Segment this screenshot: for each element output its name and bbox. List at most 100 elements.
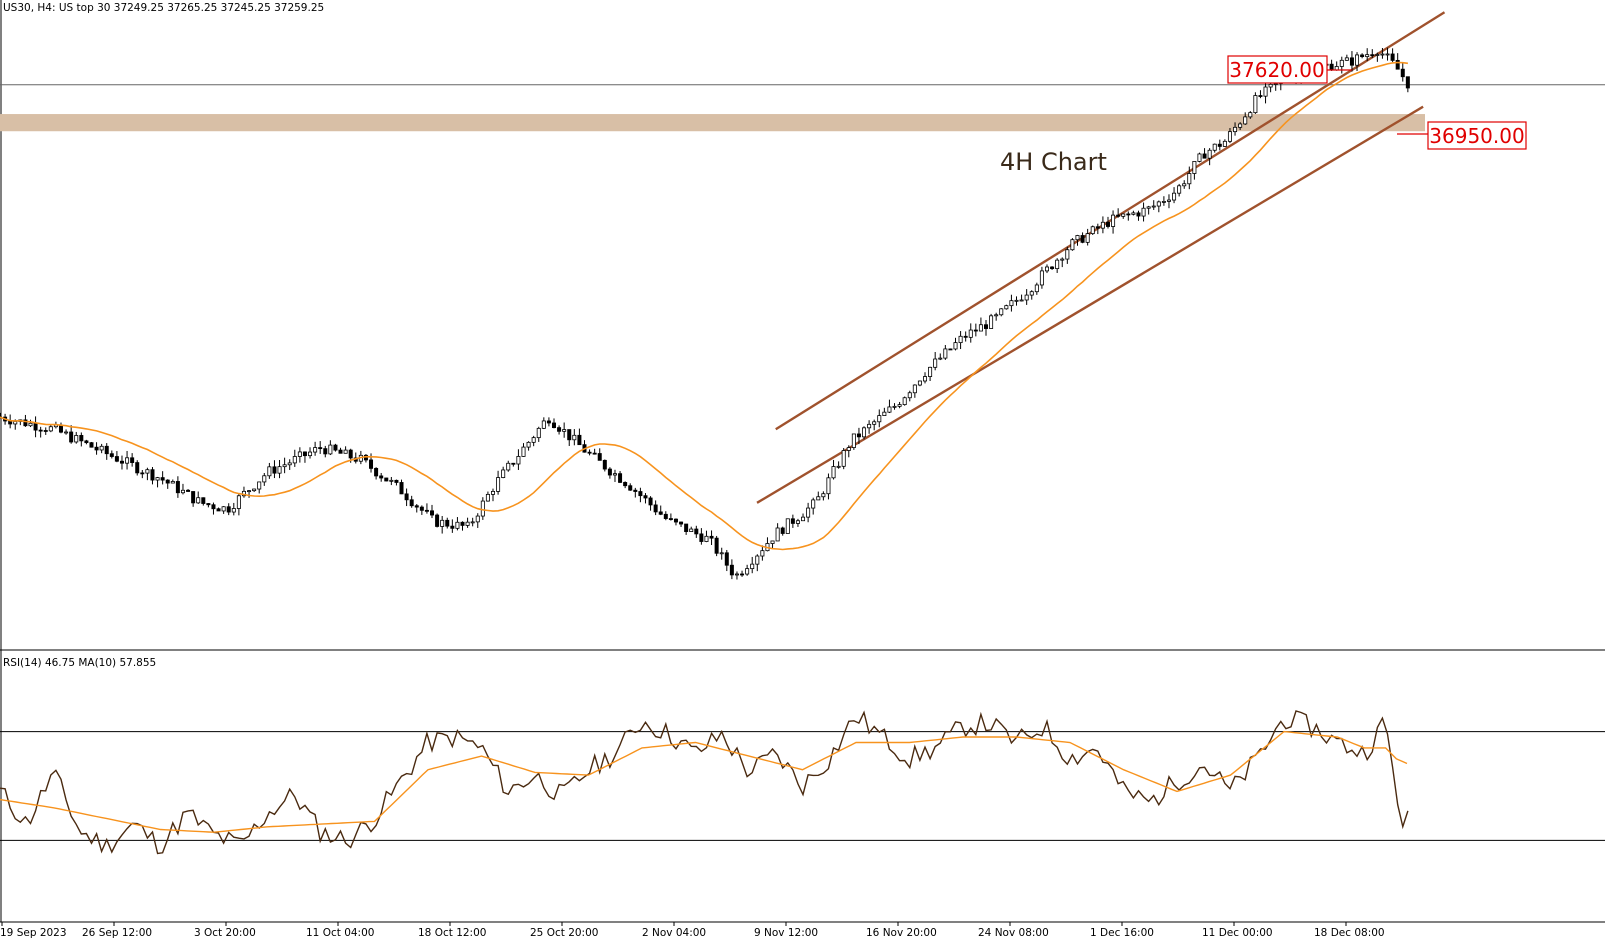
candle	[897, 401, 902, 409]
candle	[445, 517, 450, 529]
candle-body	[663, 513, 668, 519]
candle	[160, 471, 165, 485]
candle-body	[1370, 54, 1375, 57]
candle	[689, 526, 694, 532]
candle-body	[1187, 173, 1192, 185]
candle	[877, 409, 882, 428]
candle-body	[64, 431, 69, 434]
candle-body	[1095, 226, 1100, 229]
candle	[399, 479, 404, 495]
candle-body	[1141, 207, 1146, 217]
candle-body	[455, 521, 460, 529]
candle-body	[775, 527, 780, 542]
candle	[1375, 52, 1380, 62]
candle-body	[74, 435, 79, 443]
candle-body	[384, 477, 389, 482]
candle	[287, 459, 292, 470]
candle-body	[150, 469, 155, 481]
candle-body	[541, 420, 546, 429]
candle-body	[33, 422, 38, 431]
candle	[577, 428, 582, 446]
candle	[379, 472, 384, 482]
candle	[226, 503, 231, 516]
candle	[374, 467, 379, 480]
candle	[252, 488, 257, 493]
candle-body	[623, 482, 628, 487]
candle-body	[119, 460, 124, 464]
candle	[125, 450, 130, 470]
candle-body	[1182, 183, 1187, 187]
candle-body	[887, 406, 892, 413]
candle	[414, 504, 419, 513]
candle	[475, 513, 480, 528]
candle-body	[13, 421, 18, 425]
candle-body	[1360, 54, 1365, 58]
candle-body	[719, 552, 724, 555]
candle	[221, 506, 226, 514]
candle	[663, 511, 668, 521]
candle	[1090, 225, 1095, 235]
candle-body	[308, 451, 313, 457]
candle-body	[943, 348, 948, 359]
candle-body	[729, 564, 734, 576]
candle-body	[1009, 300, 1014, 307]
candle-body	[856, 433, 861, 438]
candle-body	[1273, 83, 1278, 85]
candle	[816, 491, 821, 501]
candle	[994, 312, 999, 321]
candle-body	[450, 525, 455, 529]
candle	[109, 450, 114, 459]
candle	[394, 479, 399, 486]
candle-body	[470, 521, 475, 524]
candle	[999, 308, 1004, 317]
candle	[38, 426, 43, 438]
candle-body	[653, 504, 658, 513]
candle-body	[984, 324, 989, 329]
candle-body	[536, 427, 541, 439]
x-axis: 19 Sep 2023 26 Sep 12:00 3 Oct 20:00 11 Oct…	[0, 922, 1385, 939]
candle	[94, 442, 99, 455]
candle-body	[1258, 95, 1263, 97]
candle	[297, 447, 302, 463]
candle-body	[1365, 54, 1370, 58]
candle-body	[846, 447, 851, 451]
candle-body	[28, 422, 33, 427]
candle-body	[785, 518, 790, 534]
candle-body	[94, 446, 99, 451]
candle-body	[485, 493, 490, 502]
candle-body	[1248, 112, 1253, 118]
candle	[491, 488, 496, 502]
candle-body	[821, 493, 826, 498]
candle	[658, 505, 663, 516]
candle-body	[460, 521, 465, 526]
candle	[455, 517, 460, 531]
candle-body	[1034, 284, 1039, 293]
candle-body	[1146, 206, 1151, 209]
candle	[618, 471, 623, 484]
candle-body	[394, 479, 399, 483]
candle-body	[1161, 201, 1166, 203]
candle-body	[709, 535, 714, 539]
candle-body	[297, 451, 302, 457]
candle	[978, 317, 983, 332]
candle-body	[1405, 76, 1410, 89]
candle	[1105, 216, 1110, 229]
candle-body	[186, 489, 191, 492]
candle-body	[165, 479, 170, 484]
candle-body	[125, 457, 130, 464]
candle-body	[755, 555, 760, 565]
candle-body	[1090, 226, 1095, 235]
candle	[638, 487, 643, 503]
support-label: 36950.00	[1429, 124, 1524, 148]
candle	[211, 502, 216, 515]
candle	[1405, 76, 1410, 93]
candle	[262, 473, 267, 486]
candle-body	[1085, 233, 1090, 243]
candle	[424, 503, 429, 514]
chart-label: 4H Chart	[1000, 148, 1107, 176]
candle-body	[1268, 83, 1273, 88]
candle	[511, 462, 516, 467]
candle	[79, 432, 84, 447]
candle-body	[1100, 221, 1105, 229]
